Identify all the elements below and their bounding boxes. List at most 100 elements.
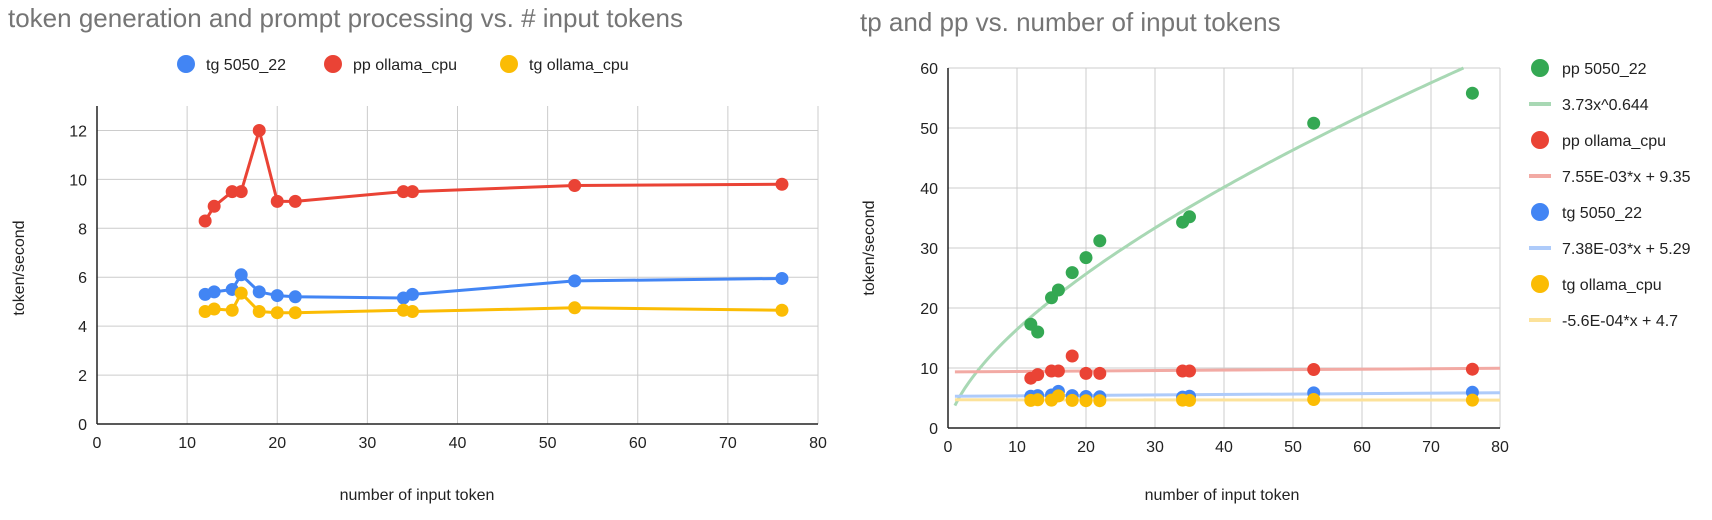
- y-tick-label: 40: [920, 181, 938, 198]
- data-point: [225, 303, 239, 317]
- y-tick-label: 2: [78, 368, 87, 385]
- axes: [96, 106, 818, 425]
- legend-trend-label: 7.38E-03*x + 5.29: [1562, 241, 1691, 258]
- legend-trend-label: -5.6E-04*x + 4.7: [1562, 313, 1678, 330]
- legend-marker: [1531, 59, 1549, 77]
- data-point: [1465, 385, 1479, 399]
- data-point: [1465, 86, 1479, 100]
- axes: [947, 68, 1500, 429]
- y-tick-label: 60: [920, 61, 938, 78]
- data-point: [1051, 283, 1065, 297]
- chart-left: token generation and prompt processing v…: [8, 3, 827, 504]
- trendlines: [953, 66, 1501, 407]
- data-point: [1065, 266, 1079, 280]
- data-point: [1079, 394, 1093, 408]
- data-point: [234, 286, 248, 300]
- tick-labels: 0 10 20 30 40 50 60 70 80 0 10 20 30 40 50 60: [920, 61, 1509, 456]
- data-point: [1024, 317, 1038, 331]
- y-tick-label: 6: [78, 270, 87, 287]
- x-tick-label: 80: [809, 435, 827, 452]
- data-point: [1183, 210, 1196, 224]
- data-point: [1307, 386, 1321, 400]
- y-tick-label: 0: [929, 421, 938, 438]
- trendline: [954, 391, 1501, 398]
- grid: [97, 106, 819, 424]
- x-axis-label: number of input token: [1145, 487, 1300, 504]
- trendline: [954, 366, 1501, 374]
- data-point: [1065, 393, 1079, 407]
- data-point: [198, 214, 212, 228]
- data-point: [775, 271, 789, 285]
- data-point: [1183, 393, 1196, 407]
- data-point: [1045, 388, 1058, 402]
- data-point: [405, 287, 419, 301]
- data-point: [270, 194, 284, 208]
- y-tick-label: 20: [920, 301, 938, 318]
- x-tick-label: 70: [1422, 439, 1440, 456]
- y-tick-label: 30: [920, 241, 938, 258]
- data-point: [207, 302, 221, 316]
- y-tick-label: 10: [69, 172, 87, 189]
- data-point: [1051, 389, 1065, 403]
- y-tick-label: 8: [78, 221, 87, 238]
- data-point: [1093, 394, 1107, 408]
- data-point: [252, 304, 266, 318]
- x-tick-label: 10: [1008, 439, 1026, 456]
- series-group: [1024, 86, 1479, 408]
- legend-label: pp ollama_cpu: [353, 57, 457, 74]
- y-tick-label: 10: [920, 361, 938, 378]
- legend-marker: [500, 55, 518, 73]
- x-tick-label: 0: [944, 439, 953, 456]
- data-point: [207, 199, 221, 213]
- data-point: [1031, 389, 1045, 403]
- data-point: [568, 301, 582, 315]
- data-point: [775, 303, 789, 317]
- y-tick-label: 50: [920, 121, 938, 138]
- data-point: [1045, 364, 1058, 378]
- legend-label: pp ollama_cpu: [1562, 133, 1666, 150]
- y-axis-label: token/second: [861, 200, 878, 295]
- y-tick-label: 12: [69, 123, 87, 140]
- data-point: [775, 177, 789, 191]
- data-point: [1307, 116, 1321, 130]
- tick-labels: 0 10 20 30 40 50 60 70 80 0 2 4 6 8 10 12: [69, 123, 827, 452]
- data-point: [1024, 371, 1038, 385]
- legend-label: tg ollama_cpu: [529, 57, 629, 74]
- trendline: [953, 66, 1465, 407]
- data-point: [1079, 390, 1093, 403]
- legend: pp 5050_22 3.73x^0.644 pp ollama_cpu 7.55E-…: [1529, 59, 1691, 330]
- data-point: [288, 290, 302, 304]
- x-tick-label: 30: [1146, 439, 1164, 456]
- legend-marker: [177, 55, 195, 73]
- data-point: [1183, 364, 1196, 378]
- data-point: [1065, 349, 1079, 363]
- data-point: [252, 285, 266, 299]
- data-point: [234, 185, 248, 199]
- x-axis-label: number of input token: [340, 487, 495, 504]
- x-tick-label: 40: [449, 435, 467, 452]
- x-tick-label: 50: [1284, 439, 1302, 456]
- data-point: [1031, 368, 1045, 382]
- legend-label: pp 5050_22: [1562, 61, 1647, 78]
- data-point: [1176, 364, 1190, 378]
- data-point: [234, 268, 248, 282]
- series-group: [198, 123, 789, 320]
- data-point: [568, 274, 582, 288]
- x-tick-label: 60: [629, 435, 647, 452]
- legend-marker: [1531, 131, 1549, 149]
- data-point: [1024, 393, 1038, 407]
- series-line: [203, 128, 782, 222]
- data-point: [405, 185, 419, 199]
- grid: [948, 67, 1501, 428]
- data-point: [1031, 393, 1045, 407]
- data-point: [1093, 366, 1107, 380]
- legend: tg 5050_22 pp ollama_cpu tg ollama_cpu: [177, 55, 629, 74]
- x-tick-label: 30: [358, 435, 376, 452]
- x-tick-label: 20: [268, 435, 286, 452]
- data-point: [405, 304, 419, 318]
- data-point: [1093, 234, 1107, 248]
- y-axis-label: token/second: [11, 220, 28, 315]
- y-tick-label: 0: [78, 417, 87, 434]
- x-tick-label: 60: [1353, 439, 1371, 456]
